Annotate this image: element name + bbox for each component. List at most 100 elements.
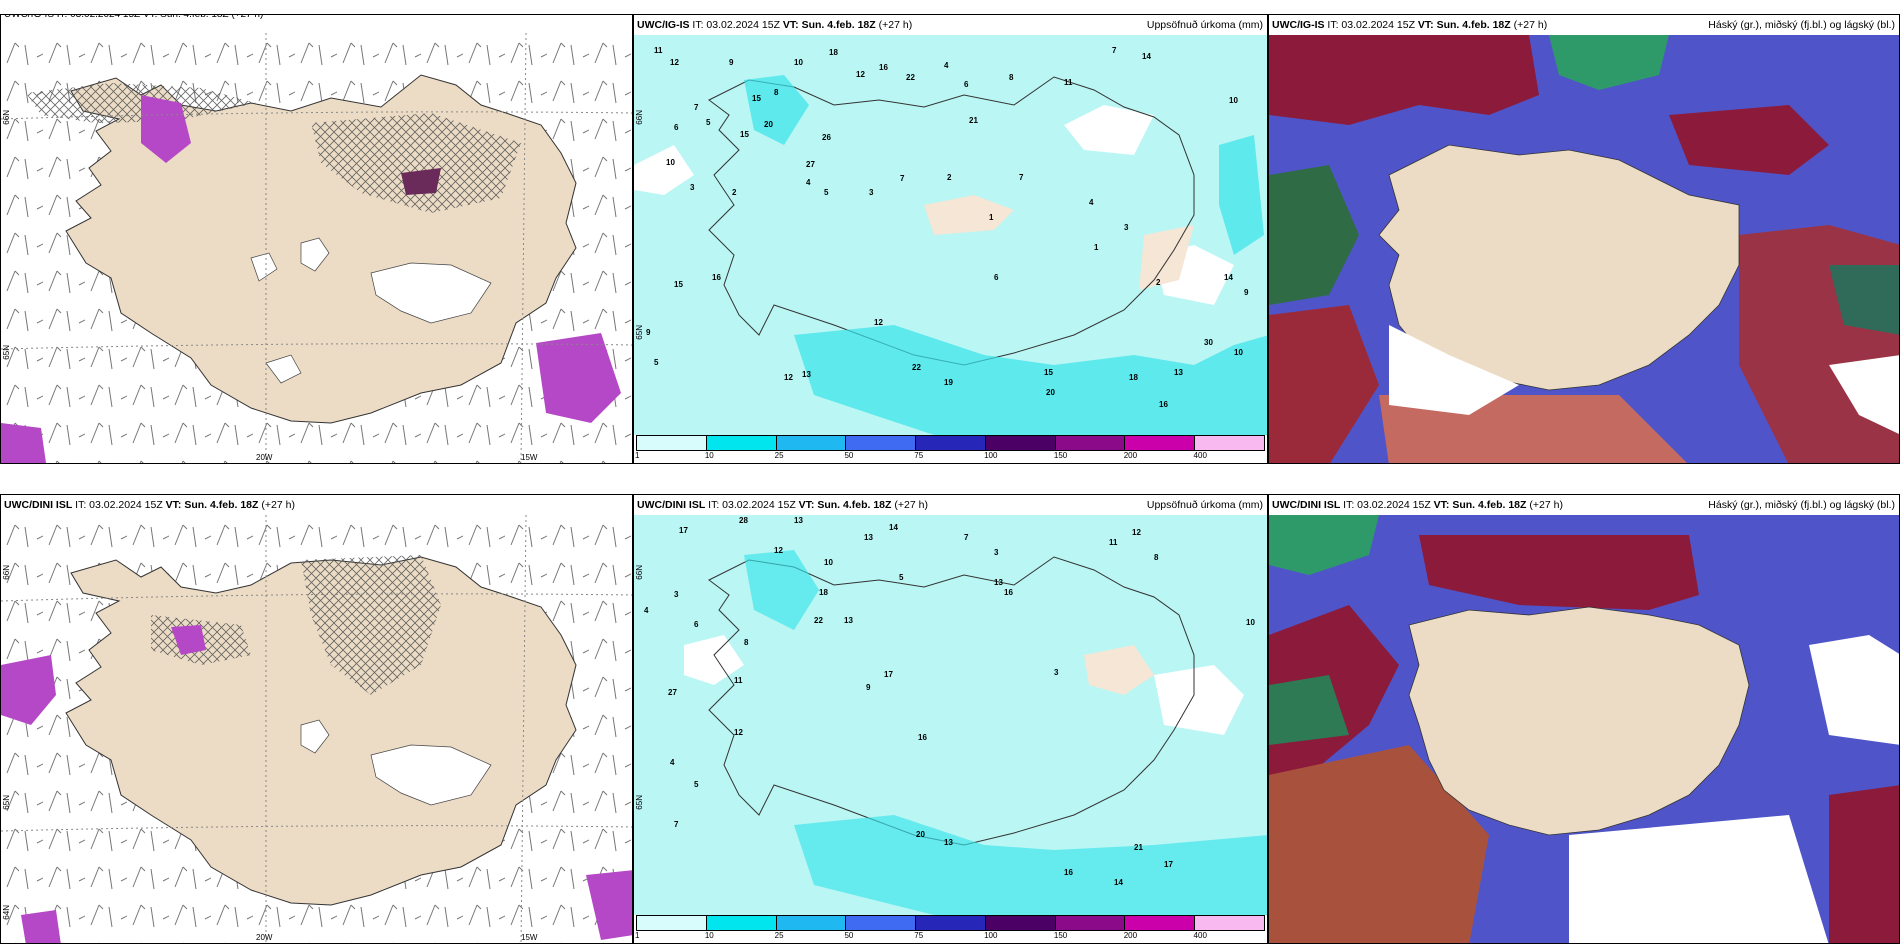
precip-value: 7 (674, 820, 679, 829)
header-vt: VT: Sun. 4.feb. 18Z (798, 499, 892, 511)
precip-value: 9 (866, 683, 871, 692)
high-cloud (1269, 35, 1539, 125)
precip-value: 2 (1156, 278, 1161, 287)
colorbar-tick: 150 (1053, 931, 1068, 940)
colorbar-swatches (636, 915, 1265, 931)
lat-label: 65N (635, 795, 644, 810)
precip-value: 2 (732, 188, 737, 197)
high-cloud (1829, 785, 1899, 943)
colorbar-swatch (637, 436, 707, 450)
lon-line-15w (520, 515, 527, 943)
lat-line-66 (1, 111, 632, 120)
panel-header: UWC/DINI ISL IT: 03.02.2024 15Z VT: Sun.… (1, 495, 632, 515)
header-model: UWC/DINI ISL (637, 499, 706, 511)
precip-value: 13 (994, 578, 1003, 587)
precip-value: 11 (1064, 78, 1073, 87)
mid-cloud (1269, 745, 1489, 943)
lat-label: 65N (2, 345, 11, 360)
colorbar-tick: 50 (844, 451, 854, 460)
high-cloud (1269, 515, 1379, 575)
precip-band-northwest (744, 75, 809, 145)
lat-label: 66N (2, 565, 11, 580)
precip-colorbar: 1 10 25 50 75 100 150 200 400 (635, 435, 1265, 461)
snow-area-east (536, 333, 621, 423)
precip-value: 19 (944, 378, 953, 387)
clear-land (1408, 606, 1750, 836)
precip-value: 15 (740, 130, 749, 139)
precip-value: 27 (806, 160, 815, 169)
colorbar-tick: 75 (914, 451, 924, 460)
precip-value: 18 (819, 588, 828, 597)
colorbar-swatch (637, 916, 707, 930)
lat-line-65 (1, 343, 632, 350)
panel-header: UWC/IG-IS IT: 03.02.2024 15Z VT: Sun. 4.… (1269, 15, 1899, 35)
glacier-vatnajokull (370, 262, 492, 324)
header-lead: (+27 h) (261, 499, 295, 511)
precip-value: 8 (774, 88, 779, 97)
lat-label: 66N (2, 110, 11, 125)
precip-value: 5 (654, 358, 659, 367)
high-cloud (1669, 105, 1829, 175)
colorbar-swatch (1125, 436, 1196, 450)
colorbar-ticks: 1 10 25 50 75 100 150 200 400 (635, 451, 1265, 461)
colorbar-tick: 150 (1053, 451, 1068, 460)
precip-value: 11 (1109, 538, 1118, 547)
precip-value: 3 (674, 590, 679, 599)
precip-value: 5 (706, 118, 711, 127)
precip-value: 17 (884, 670, 893, 679)
map-canvas: 17 28 13 14 13 12 10 7 5 3 11 12 8 10 13… (634, 515, 1267, 915)
land-no-precip (1084, 645, 1154, 695)
precip-value: 10 (666, 158, 675, 167)
colorbar-tick: 200 (1123, 931, 1138, 940)
cloud-map-bottom: UWC/DINI ISL IT: 03.02.2024 15Z VT: Sun.… (1268, 494, 1900, 944)
precip-band-northwest (744, 550, 819, 630)
map-canvas (1269, 515, 1899, 943)
precip-value: 16 (918, 733, 927, 742)
colorbar-tick: 200 (1123, 451, 1138, 460)
map-canvas (1, 515, 632, 943)
precip-value-labels: 17 28 13 14 13 12 10 7 5 3 11 12 8 10 13… (644, 516, 1255, 887)
precip-value: 14 (1142, 52, 1151, 61)
colorbar-tick: 1 (635, 451, 640, 460)
colorbar-tick: 25 (774, 931, 784, 940)
lat-label: 66N (635, 565, 644, 580)
header-model: UWC/DINI ISL (4, 499, 73, 511)
precip-colorbar: 1 10 25 50 75 100 150 200 400 (635, 915, 1265, 941)
precip-value: 5 (899, 573, 904, 582)
colorbar-swatch (985, 436, 1056, 450)
dry-area (634, 145, 694, 195)
header-lead: (+27 h) (1513, 19, 1548, 31)
high-cloud (1269, 165, 1359, 305)
header-vt: VT: Sun. 4.feb. 18Z (1417, 19, 1511, 31)
colorbar-swatch (1195, 436, 1265, 450)
panel-header: UWC/IG-IS IT: 03.02.2024 15Z VT: Sun. 4.… (634, 15, 1267, 35)
precip-value: 13 (864, 533, 873, 542)
colorbar-swatch (1055, 436, 1126, 450)
precip-value: 10 (1246, 618, 1255, 627)
coastline (708, 76, 1195, 366)
colorbar-swatch (1055, 916, 1126, 930)
colorbar-tick: 25 (774, 451, 784, 460)
precip-value: 4 (944, 61, 949, 70)
precip-value: 16 (1064, 868, 1073, 877)
colorbar-swatch (985, 916, 1056, 930)
precip-value: 7 (694, 103, 699, 112)
colorbar-swatch (1125, 916, 1196, 930)
precip-value: 27 (668, 688, 677, 697)
precip-value: 7 (1112, 46, 1117, 55)
lat-line-65 (1, 825, 632, 832)
map-title: Uppsöfnuð úrkoma (mm) (1146, 19, 1263, 31)
glacier-hofsjokull (250, 252, 278, 282)
colorbar-tick: 100 (984, 451, 998, 460)
high-cloud (1269, 305, 1379, 463)
precip-value: 15 (752, 94, 761, 103)
precip-value: 6 (694, 620, 699, 629)
precip-value: 22 (906, 73, 915, 82)
precip-value: 17 (1164, 860, 1173, 869)
precip-band-east (1219, 135, 1264, 255)
lon-line-15w (520, 33, 527, 463)
precip-value: 14 (889, 523, 898, 532)
clear-sky-east (1829, 355, 1899, 435)
glacier-langjokull (300, 237, 330, 272)
precip-value: 18 (829, 48, 838, 57)
